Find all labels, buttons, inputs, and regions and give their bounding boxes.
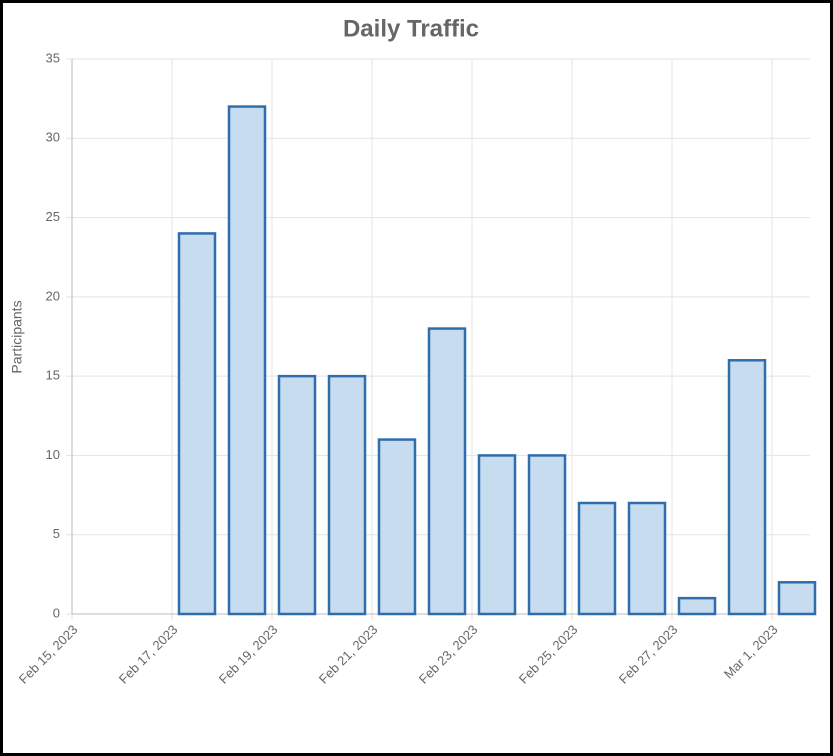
- bar: [677, 596, 717, 616]
- y-tick-label: 0: [53, 605, 60, 620]
- y-tick-label: 5: [53, 526, 60, 541]
- bar: [427, 327, 467, 616]
- bar: [277, 374, 317, 616]
- y-tick-label: 15: [46, 368, 60, 383]
- bar: [227, 105, 267, 616]
- y-axis-label: Participants: [9, 300, 25, 373]
- bar: [327, 374, 367, 616]
- bar: [377, 438, 417, 616]
- bar: [777, 581, 817, 616]
- bar: [527, 454, 567, 616]
- y-tick-label: 25: [46, 209, 60, 224]
- bar: [627, 501, 667, 616]
- y-tick-label: 30: [46, 130, 60, 145]
- bar: [577, 501, 617, 616]
- bar: [477, 454, 517, 616]
- y-tick-label: 10: [46, 447, 60, 462]
- bar: [177, 232, 217, 616]
- y-tick-label: 20: [46, 288, 60, 303]
- bar: [727, 359, 767, 616]
- y-tick-label: 35: [46, 50, 60, 65]
- chart-title: Daily Traffic: [343, 15, 479, 42]
